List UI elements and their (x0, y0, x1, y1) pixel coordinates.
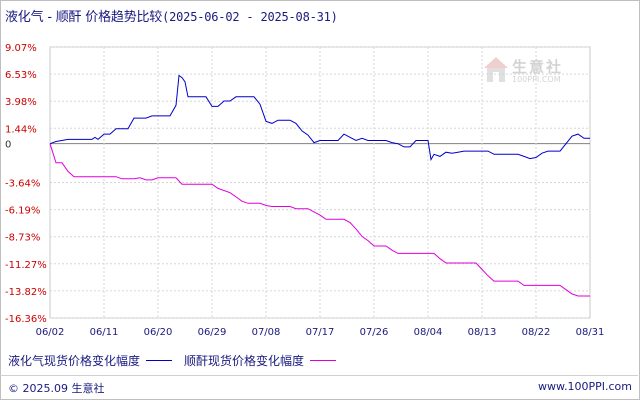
watermark-text: 生意社 (512, 58, 564, 76)
y-tick-label: -6.19% (5, 206, 40, 217)
y-tick-label: 0 (5, 140, 11, 151)
series-line-2 (49, 143, 590, 297)
chart-title: 液化气 - 顺酐 价格趋势比较(2025-06-02 - 2025-08-31) (5, 6, 338, 25)
y-tick-label: 6.53% (5, 70, 37, 81)
y-tick-label: -13.82% (5, 287, 47, 298)
y-tick-label: -11.27% (5, 260, 47, 271)
y-tick-label: -16.36% (5, 314, 47, 325)
legend-swatch-series2 (310, 360, 337, 361)
legend-label-series1: 液化气现货价格变化幅度 (8, 354, 141, 368)
y-tick-label: -3.64% (5, 178, 40, 189)
x-tick-label: 06/11 (90, 327, 119, 338)
chart-legend: 液化气现货价格变化幅度 顺酐现货价格变化幅度 (8, 352, 348, 369)
x-tick-label: 06/29 (198, 327, 227, 338)
x-tick-label: 07/08 (252, 327, 281, 338)
legend-label-series2: 顺酐现货价格变化幅度 (184, 354, 305, 368)
x-tick-label: 06/20 (144, 327, 173, 338)
x-tick-label: 08/31 (576, 327, 605, 338)
x-axis-ticks: 06/02 06/11 06/20 06/29 07/08 07/17 07/26 08/04… (36, 327, 605, 338)
x-tick-label: 07/26 (360, 327, 389, 338)
y-tick-label: 3.98% (5, 97, 37, 108)
x-tick-label: 08/13 (468, 327, 497, 338)
series-line-1 (49, 74, 590, 162)
chart-series (49, 74, 590, 297)
x-tick-label: 08/22 (522, 327, 551, 338)
x-tick-label: 08/04 (414, 327, 443, 338)
x-tick-label: 07/17 (306, 327, 335, 338)
chart-title-text: 液化气 - 顺酐 价格趋势比较 (5, 10, 163, 25)
legend-swatch-series1 (146, 360, 173, 361)
footer-copyright: © 2025.09 生意社 (8, 382, 105, 395)
house-logo-icon (484, 57, 508, 82)
x-tick-label: 06/02 (36, 327, 65, 338)
y-tick-label: 1.44% (5, 124, 37, 135)
chart-date-range: (2025-06-02 - 2025-08-31) (162, 10, 338, 24)
y-tick-label: 9.07% (5, 43, 37, 54)
y-tick-label: -8.73% (5, 233, 40, 244)
y-axis-ticks: 9.07% 6.53% 3.98% 1.44% 0 -3.64% -6.19% -8.73% -… (5, 43, 47, 325)
chart-grid (49, 46, 591, 319)
footer-site-link[interactable]: www.100PPI.com (538, 380, 632, 393)
footer-divider (0, 375, 638, 376)
